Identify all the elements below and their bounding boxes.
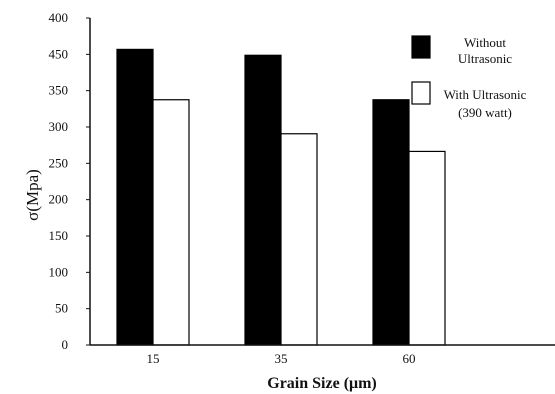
y-tick-label: 300 xyxy=(49,119,69,134)
y-tick-label: 400 xyxy=(49,10,69,25)
legend-label-without-ultrasonic-line1: Without xyxy=(464,35,506,50)
y-axis-ticks: 0 50 100 150 200 250 300 350 450 400 xyxy=(49,10,90,352)
bar-with-ultrasonic-35 xyxy=(280,133,318,346)
legend-label-with-ultrasonic-line1: With Ultrasonic xyxy=(444,87,527,102)
bar-without-ultrasonic-15 xyxy=(116,48,154,346)
legend: Without Ultrasonic With Ultrasonic (390 … xyxy=(411,35,527,120)
bars-group xyxy=(116,48,446,346)
bar-with-ultrasonic-15 xyxy=(152,99,190,346)
y-tick-label: 200 xyxy=(49,192,69,207)
y-tick-label: 350 xyxy=(49,83,69,98)
legend-label-with-ultrasonic-line2: (390 watt) xyxy=(458,105,512,120)
x-tick-label: 15 xyxy=(147,351,160,366)
legend-label-without-ultrasonic-line2: Ultrasonic xyxy=(458,51,512,66)
bar-with-ultrasonic-60 xyxy=(408,150,446,346)
bar-without-ultrasonic-60 xyxy=(372,99,410,346)
y-tick-label: 50 xyxy=(55,301,68,316)
y-tick-label: 250 xyxy=(49,155,69,170)
x-tick-label: 35 xyxy=(275,351,288,366)
y-tick-label: 450 xyxy=(49,46,69,61)
legend-swatch-with-ultrasonic xyxy=(411,81,431,105)
y-tick-label: 100 xyxy=(49,264,69,279)
x-axis-label: Grain Size (μm) xyxy=(267,375,377,392)
legend-swatch-without-ultrasonic xyxy=(411,35,431,59)
y-tick-label: 0 xyxy=(62,337,69,352)
y-axis-label: σ(Mpa) xyxy=(23,169,42,221)
x-tick-label: 60 xyxy=(403,351,416,366)
x-axis-ticks: 15 35 60 xyxy=(147,351,416,366)
y-tick-label: 150 xyxy=(49,228,69,243)
bar-without-ultrasonic-35 xyxy=(244,54,282,346)
